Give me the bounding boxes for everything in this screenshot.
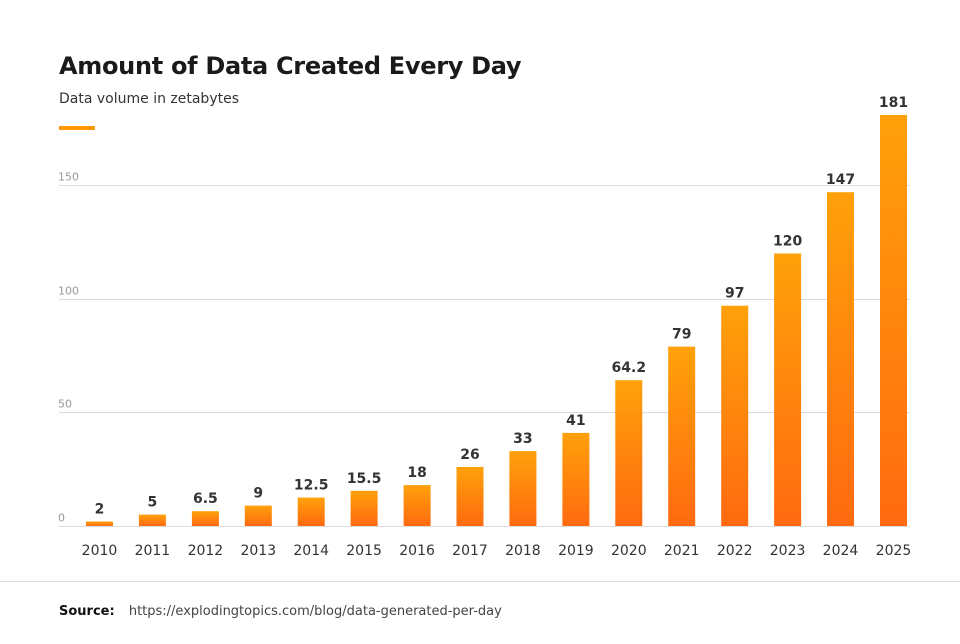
value-label-2014: 12.5 [294, 478, 329, 494]
value-label-2025: 181 [879, 95, 908, 111]
value-label-2011: 5 [148, 495, 158, 511]
x-tick-label-2015: 2015 [346, 543, 382, 559]
value-label-2019: 41 [566, 413, 585, 429]
y-tick-label: 100 [58, 285, 79, 298]
x-axis-ticks: 2010 2011 2012 2013 2014 2015 2016 2017 2018 2019… [82, 543, 912, 559]
source-line: Source: https://explodingtopics.com/blog… [59, 604, 502, 619]
x-tick-label-2014: 2014 [293, 543, 329, 559]
x-tick-label-2017: 2017 [452, 543, 488, 559]
value-label-2016: 18 [407, 465, 426, 481]
accent-bar [59, 126, 95, 130]
bar-2013 [244, 505, 272, 526]
value-label-2020: 64.2 [612, 360, 647, 376]
bar-2011 [138, 514, 166, 526]
bars [86, 115, 907, 526]
bar-2012 [191, 511, 219, 526]
bar-2017 [456, 467, 484, 526]
chart-subtitle: Data volume in zetabytes [59, 91, 240, 107]
x-tick-label-2021: 2021 [664, 543, 700, 559]
bar-2023 [774, 253, 802, 526]
value-label-2017: 26 [460, 447, 479, 463]
bar-chart: 0 50 100 150 2 5 6.5 9 12.5 15.5 18 26 33 41 64.2 79 97… [58, 95, 912, 559]
value-label-2015: 15.5 [347, 471, 382, 487]
value-label-2010: 2 [95, 502, 105, 518]
y-tick-label: 0 [58, 512, 65, 525]
bar-2018 [509, 451, 537, 526]
value-label-2023: 120 [773, 234, 802, 250]
x-tick-label-2011: 2011 [135, 543, 171, 559]
value-labels: 2 5 6.5 9 12.5 15.5 18 26 33 41 64.2 79 97 120 147 181 [95, 95, 908, 518]
y-tick-label: 50 [58, 398, 72, 411]
x-tick-label-2013: 2013 [240, 543, 276, 559]
x-tick-label-2012: 2012 [188, 543, 224, 559]
x-tick-label-2018: 2018 [505, 543, 541, 559]
bar-2019 [562, 432, 590, 526]
value-label-2018: 33 [513, 431, 532, 447]
x-tick-label-2022: 2022 [717, 543, 753, 559]
x-tick-label-2024: 2024 [823, 543, 859, 559]
chart-title: Amount of Data Created Every Day [59, 52, 522, 80]
value-label-2022: 97 [725, 286, 744, 302]
footer-divider [0, 581, 960, 582]
value-label-2013: 9 [253, 486, 263, 502]
bar-2020 [615, 380, 643, 526]
bar-2016 [403, 485, 431, 526]
x-tick-label-2025: 2025 [876, 543, 912, 559]
x-tick-label-2016: 2016 [399, 543, 435, 559]
gridlines: 0 50 100 150 [58, 171, 910, 527]
bar-2022 [721, 305, 749, 526]
bar-2024 [827, 192, 854, 526]
x-tick-label-2023: 2023 [770, 543, 806, 559]
y-tick-label: 150 [58, 171, 79, 184]
bar-2025 [880, 115, 907, 526]
value-label-2021: 79 [672, 327, 691, 343]
bar-2014 [297, 497, 325, 526]
value-label-2024: 147 [826, 172, 855, 188]
x-tick-label-2010: 2010 [82, 543, 118, 559]
x-tick-label-2019: 2019 [558, 543, 594, 559]
bar-2021 [668, 346, 696, 526]
value-label-2012: 6.5 [193, 491, 218, 507]
bar-2015 [350, 490, 378, 526]
source-label: Source: [59, 604, 115, 619]
source-url[interactable]: https://explodingtopics.com/blog/data-ge… [128, 604, 502, 619]
x-tick-label-2020: 2020 [611, 543, 647, 559]
bar-2010 [86, 521, 113, 526]
